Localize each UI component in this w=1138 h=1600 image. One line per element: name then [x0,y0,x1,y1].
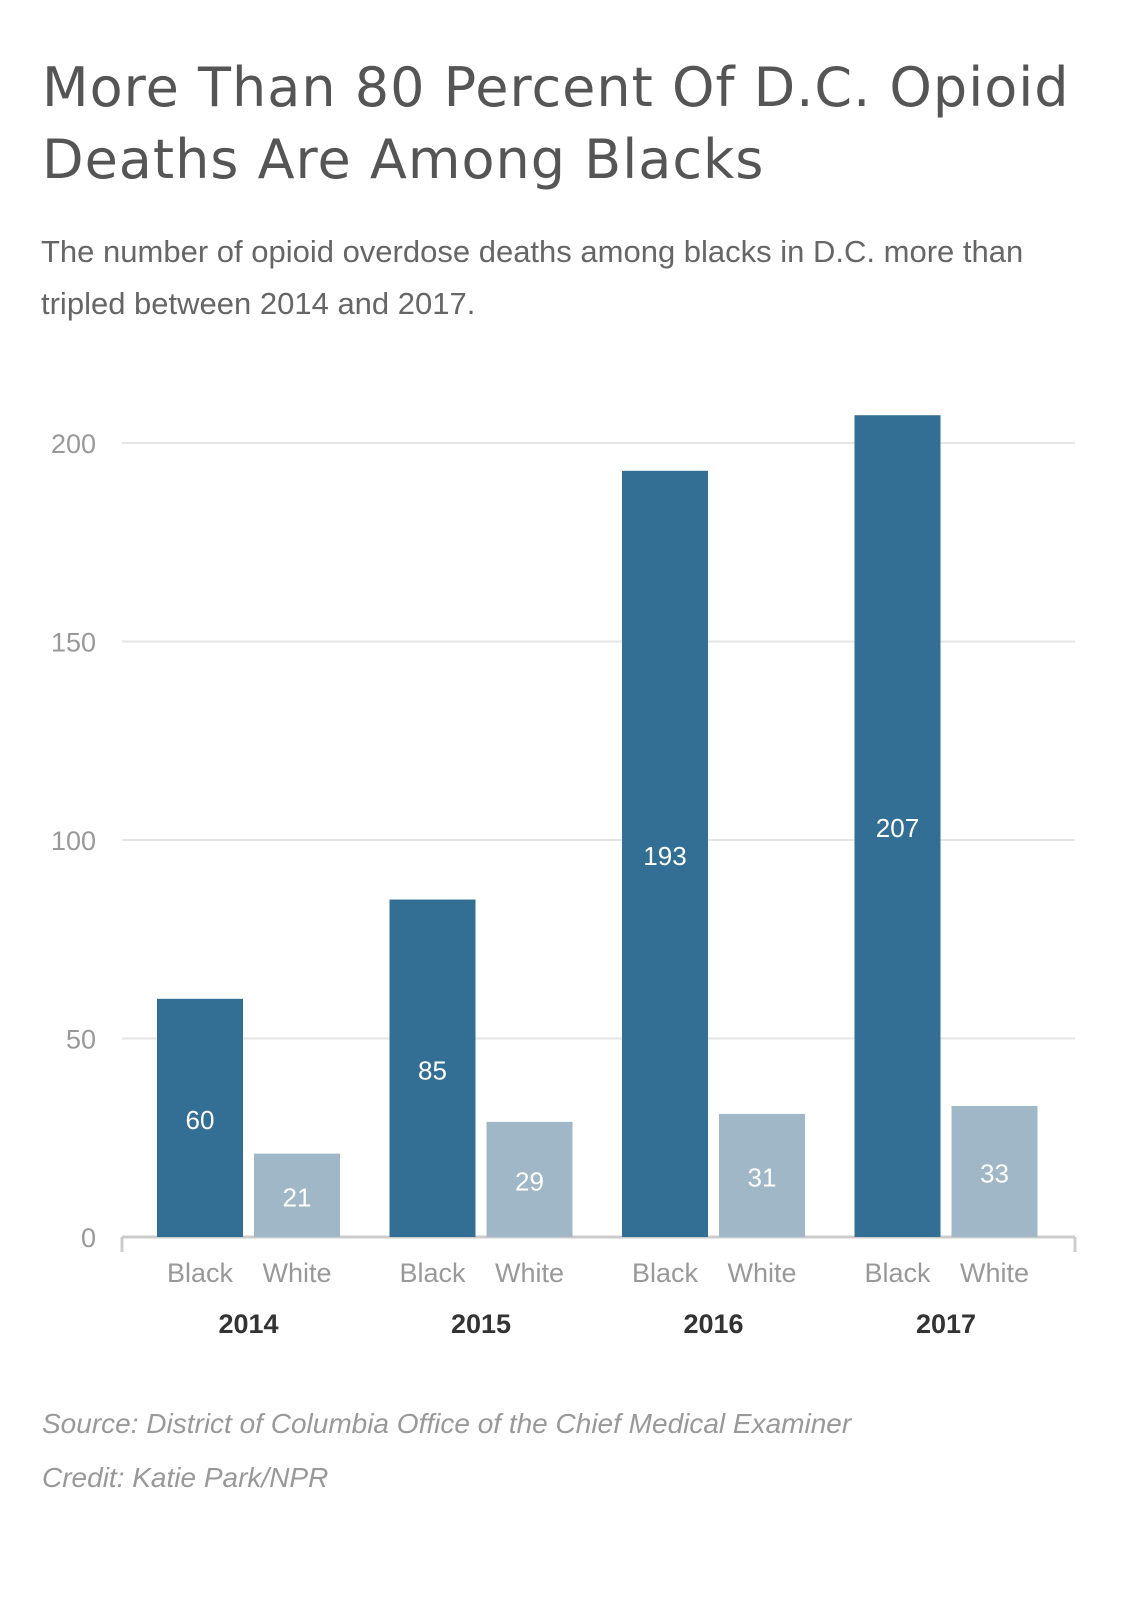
source-note: Source: District of Columbia Office of t… [42,1408,852,1439]
bar-value-label: 193 [643,841,686,871]
y-tick-label: 200 [51,429,96,459]
chart-title: More Than 80 Percent Of D.C. Opioid Deat… [42,56,1070,191]
series-tick-label: White [727,1258,796,1288]
year-label: 2016 [683,1309,743,1339]
y-tick-label: 100 [51,826,96,856]
series-tick-label: Black [864,1258,931,1288]
bar-value-label: 60 [186,1105,215,1135]
credit-note: Credit: Katie Park/NPR [42,1462,329,1493]
series-tick-label: Black [632,1258,699,1288]
year-label: 2015 [451,1309,511,1339]
bar-value-label: 21 [283,1182,312,1212]
series-tick-label: White [262,1258,331,1288]
chart-subtitle: The number of opioid overdose deaths amo… [41,234,1024,321]
bar-white-2016 [719,1113,805,1237]
year-label: 2017 [916,1309,976,1339]
y-tick-label: 150 [51,628,96,658]
bar-value-label: 29 [515,1166,544,1196]
bar-white-2014 [254,1153,340,1237]
year-label: 2014 [218,1309,278,1339]
bar-value-label: 33 [980,1158,1009,1188]
bar-black-2016 [622,470,708,1237]
bar-chart: 0 50 100 150 200 60 Black 21 White 2014 85 Black 29 W… [51,415,1077,1339]
bar-white-2017 [951,1105,1038,1237]
bar-value-label: 85 [418,1055,447,1085]
series-tick-label: White [495,1258,564,1288]
series-tick-label: Black [167,1258,234,1288]
y-tick-label: 50 [66,1025,96,1055]
y-tick-label: 0 [81,1223,96,1253]
bar-value-label: 207 [876,813,919,843]
series-tick-label: White [960,1258,1029,1288]
bar-value-label: 31 [748,1162,777,1192]
series-tick-label: Black [399,1258,466,1288]
bar-black-2015 [389,899,476,1237]
bar-white-2015 [486,1121,573,1237]
bar-black-2014 [157,998,243,1237]
bar-black-2017 [854,415,941,1238]
